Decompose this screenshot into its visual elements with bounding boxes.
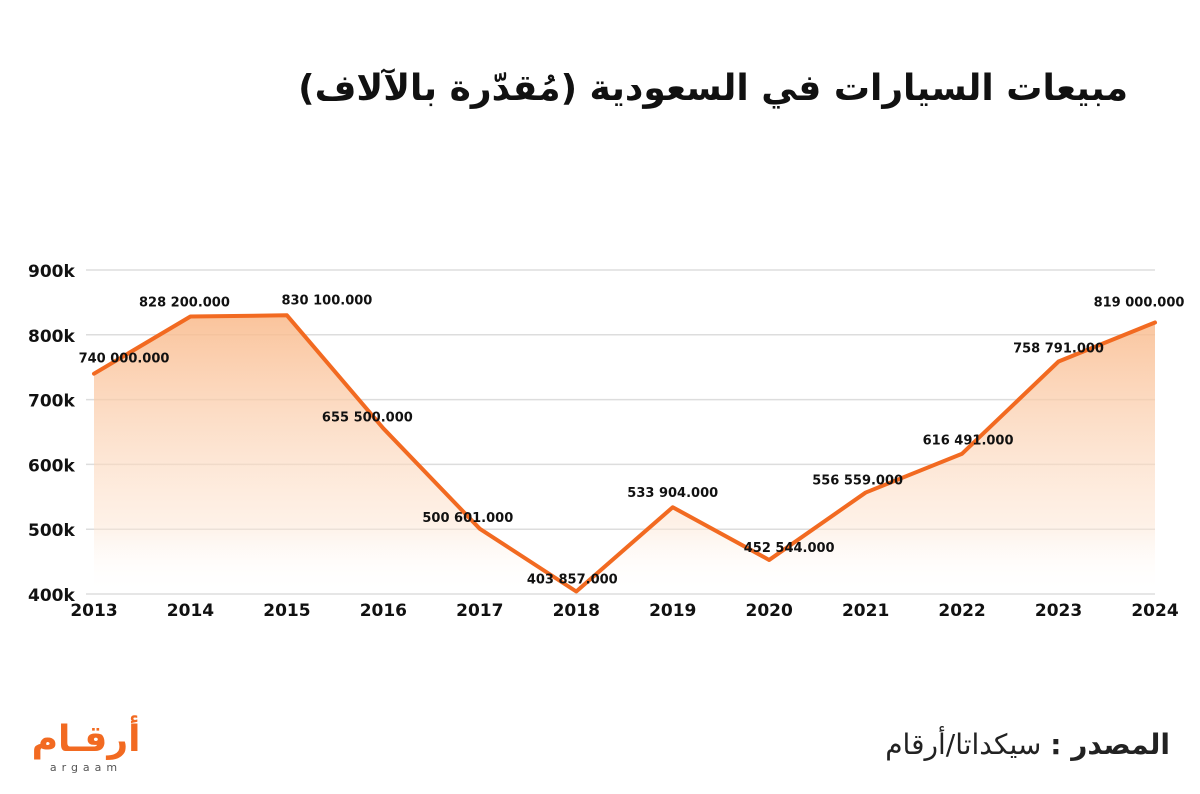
- x-tick-label: 2014: [167, 601, 214, 621]
- y-tick-label: 600k: [28, 456, 75, 476]
- data-label: 403 857.000: [527, 573, 618, 588]
- x-tick-label: 2024: [1131, 601, 1178, 621]
- x-tick-label: 2013: [70, 601, 117, 621]
- series-line: [92, 313, 1157, 594]
- y-tick-label: 900k: [28, 262, 75, 282]
- x-tick-label: 2019: [649, 601, 696, 621]
- x-tick-label: 2021: [842, 601, 889, 621]
- data-label: 500 601.000: [422, 511, 513, 526]
- source-value: سيكداتا/أرقام: [885, 728, 1042, 761]
- data-label: 655 500.000: [322, 410, 413, 425]
- argaam-logo: أرقـام argaam: [26, 718, 146, 778]
- logo-arabic: أرقـام: [31, 719, 141, 760]
- x-tick-label: 2023: [1035, 601, 1082, 621]
- data-label: 758 791.000: [1013, 342, 1104, 357]
- y-axis-ticks: 400k 500k 600k 700k 800k 900k: [28, 262, 75, 606]
- data-label: 819 000.000: [1094, 295, 1185, 310]
- data-label: 740 000.000: [79, 352, 170, 367]
- y-tick-label: 500k: [28, 521, 75, 541]
- data-label: 556 559.000: [812, 474, 903, 489]
- y-tick-label: 700k: [28, 392, 75, 412]
- data-label: 452 544.000: [744, 541, 835, 556]
- logo-latin: argaam: [49, 761, 123, 774]
- data-label: 616 491.000: [923, 434, 1014, 449]
- chart-title: مبيعات السيارات في السعودية (مُقدّرة بال…: [298, 68, 1128, 109]
- source-label: المصدر :: [1050, 728, 1170, 761]
- y-tick-label: 800k: [28, 327, 75, 347]
- x-tick-label: 2018: [553, 601, 600, 621]
- data-label: 533 904.000: [627, 486, 718, 501]
- data-label: 828 200.000: [139, 296, 230, 311]
- series-area: [94, 315, 1155, 594]
- source-note: المصدر : سيكداتا/أرقام: [885, 728, 1170, 761]
- x-tick-label: 2015: [263, 601, 310, 621]
- x-tick-label: 2022: [938, 601, 985, 621]
- x-tick-label: 2016: [360, 601, 407, 621]
- y-tick-label: 400k: [28, 586, 75, 606]
- x-tick-label: 2020: [746, 601, 793, 621]
- x-axis-ticks: 2013 2014 2015 2016 2017 2018 2019 2020 2021 2022…: [70, 601, 1178, 621]
- x-tick-label: 2017: [456, 601, 503, 621]
- data-labels: 740 000.000 828 200.000 830 100.000 655 500…: [79, 293, 1185, 587]
- data-label: 830 100.000: [281, 293, 372, 308]
